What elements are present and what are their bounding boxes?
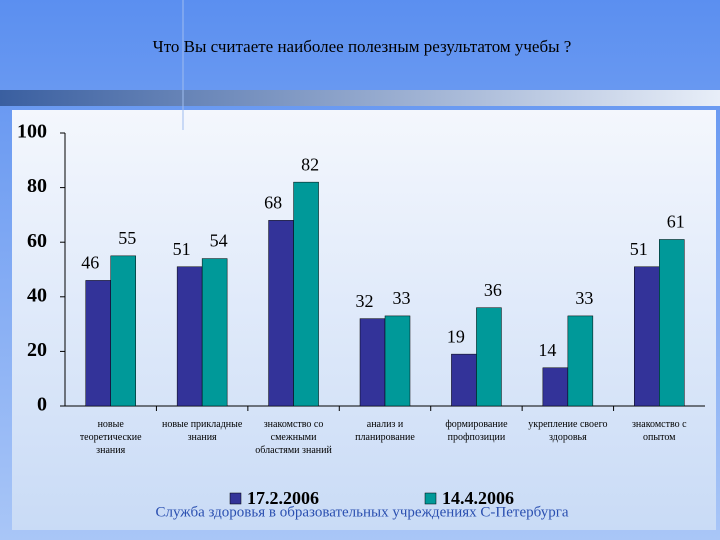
y-tick-label: 0 [37,394,47,416]
x-tick-label: знакомство со смежными областями знаний [255,419,332,456]
value-label: 51 [630,239,648,259]
band [0,90,720,106]
bar [542,367,569,407]
x-tick-label: анализ и планирование [355,419,415,443]
value-label: 19 [447,326,465,346]
y-tick-label: 20 [27,339,47,361]
bar [476,307,502,407]
value-label: 33 [393,288,411,308]
legend-swatch [229,492,242,505]
x-tick-label: новые прикладные знания [161,419,243,443]
x-tick-label: знакомство с опытом [631,419,687,443]
legend-label: 17.2.2006 [247,488,319,508]
y-tick-label: 100 [17,121,47,143]
bar [359,318,386,407]
bar [110,255,136,407]
value-label: 46 [81,253,99,273]
value-label: 54 [210,231,228,251]
bar [451,353,477,407]
value-label: 33 [575,288,593,308]
chart-title: Что Вы считаете наиболее полезным резуль… [153,37,572,56]
y-tick-label: 40 [27,284,47,306]
bar [384,315,411,407]
legend-swatch [424,492,437,505]
value-label: 32 [356,291,374,311]
bar [176,266,203,407]
value-label: 36 [484,280,502,300]
footer: Служба здоровья в образовательных учрежд… [156,504,569,520]
y-tick-label: 80 [27,175,47,197]
value-label: 51 [173,239,191,259]
legend-label: 14.4.2006 [442,488,514,508]
value-label: 68 [264,192,282,212]
bar [293,181,319,407]
y-tick-label: 60 [27,230,47,252]
value-label: 82 [301,154,319,174]
bar [85,280,111,407]
x-tick-label: формирование профпозиции [445,419,508,443]
bar [659,239,685,407]
x-tick-label: новые теоретические знания [79,419,142,456]
x-tick-label: укрепление своего здоровья [528,419,608,443]
value-label: 61 [667,212,685,232]
value-label: 14 [538,340,556,360]
bar [634,266,660,407]
bar [567,315,594,407]
bar [201,258,228,407]
value-label: 55 [118,228,136,248]
bar [268,220,294,407]
